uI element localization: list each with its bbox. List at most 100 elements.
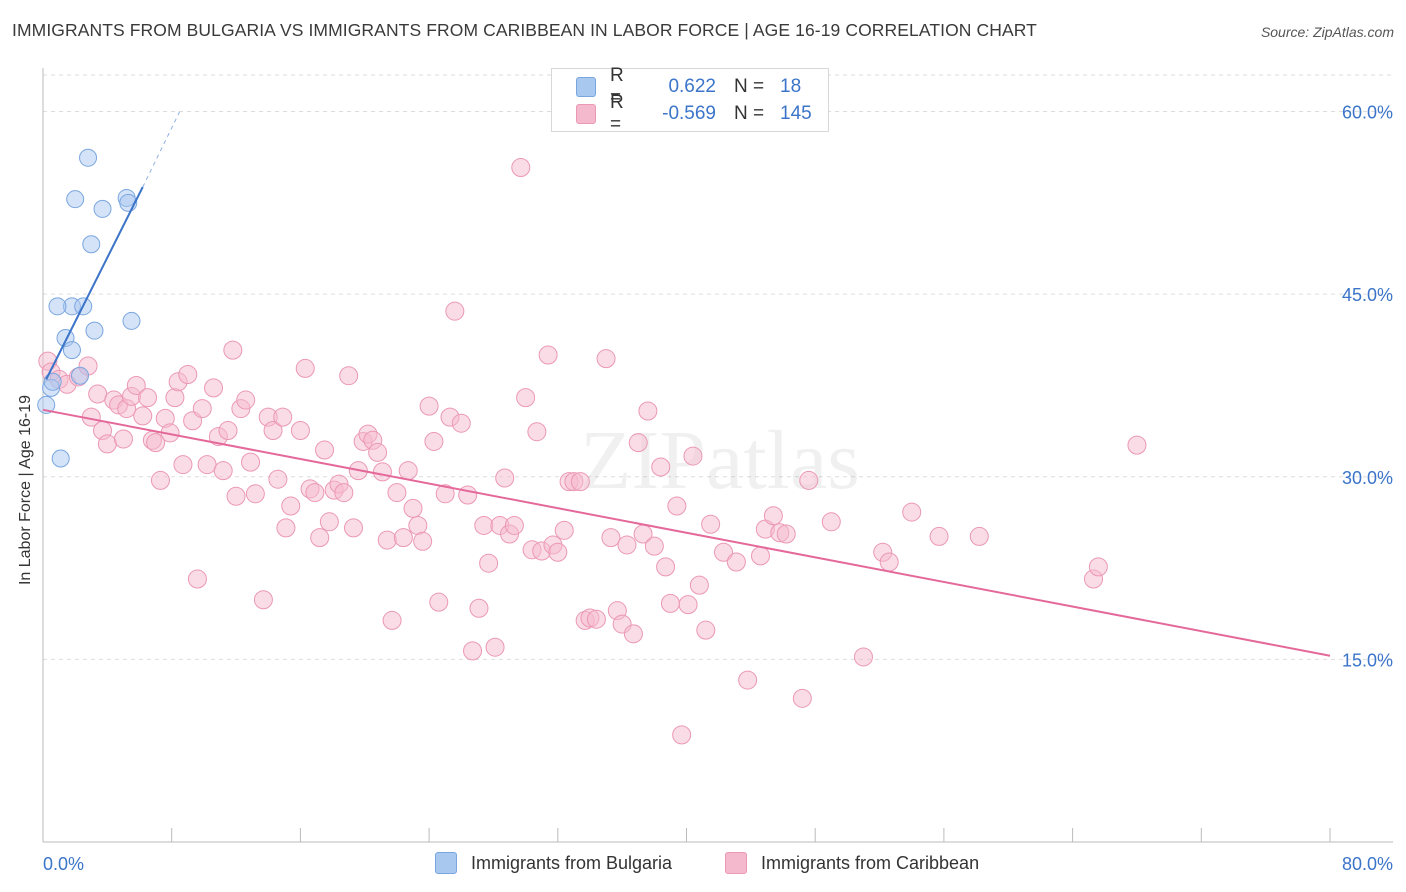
chart-title: IMMIGRANTS FROM BULGARIA VS IMMIGRANTS F… bbox=[12, 20, 1037, 40]
legend-item-bulgaria: Immigrants from Bulgaria bbox=[435, 852, 672, 874]
caribbean-point bbox=[187, 569, 207, 589]
caribbean-point bbox=[853, 647, 873, 667]
y-tick-label: 30.0% bbox=[1342, 468, 1393, 488]
caribbean-point bbox=[290, 420, 310, 440]
caribbean-point bbox=[268, 469, 288, 489]
caribbean-point bbox=[419, 396, 439, 416]
caribbean-swatch bbox=[725, 852, 747, 874]
caribbean-point bbox=[799, 470, 819, 490]
caribbean-point bbox=[263, 420, 283, 440]
bulgaria-point bbox=[48, 297, 67, 316]
bulgaria-point bbox=[62, 341, 81, 360]
caribbean-point bbox=[463, 641, 483, 661]
bulgaria-point bbox=[66, 190, 85, 209]
caribbean-point bbox=[511, 158, 531, 178]
caribbean-point bbox=[393, 528, 413, 548]
caribbean-point bbox=[408, 515, 428, 535]
bulgaria-swatch bbox=[435, 852, 457, 874]
x-min-label: 0.0% bbox=[43, 854, 84, 874]
caribbean-point bbox=[474, 515, 494, 535]
r-label: R = bbox=[610, 92, 624, 135]
caribbean-point bbox=[656, 557, 676, 577]
caribbean-point bbox=[445, 301, 465, 321]
legend-label-bulgaria: Immigrants from Bulgaria bbox=[471, 852, 673, 873]
caribbean-point bbox=[628, 433, 648, 453]
bulgaria-point bbox=[93, 199, 112, 218]
caribbean-point bbox=[192, 399, 212, 419]
caribbean-point bbox=[245, 484, 265, 504]
bulgaria-point bbox=[122, 311, 141, 330]
caribbean-point bbox=[451, 413, 471, 433]
caribbean-point bbox=[213, 461, 233, 481]
caribbean-point bbox=[197, 455, 217, 475]
caribbean-points bbox=[38, 158, 1147, 745]
r-value: -0.569 bbox=[662, 103, 716, 124]
caribbean-point bbox=[516, 388, 536, 408]
caribbean-point bbox=[281, 496, 301, 516]
bulgaria-point bbox=[37, 395, 56, 414]
legend-row-caribbean: R = -0.569 N = 145 bbox=[576, 92, 812, 135]
caribbean-point bbox=[638, 401, 658, 421]
caribbean-point bbox=[97, 434, 117, 454]
caribbean-point bbox=[738, 670, 758, 690]
caribbean-point bbox=[821, 512, 841, 532]
n-label: N = bbox=[734, 76, 765, 97]
caribbean-point bbox=[204, 378, 224, 398]
caribbean-point bbox=[776, 524, 796, 544]
caribbean-point bbox=[660, 593, 680, 613]
caribbean-point bbox=[538, 345, 558, 365]
caribbean-point bbox=[527, 422, 547, 442]
y-tick-label: 60.0% bbox=[1342, 103, 1393, 123]
caribbean-point bbox=[413, 531, 433, 551]
series-legend: Immigrants from Bulgaria Immigrants from… bbox=[0, 852, 1406, 878]
caribbean-point bbox=[339, 366, 359, 386]
caribbean-point bbox=[305, 483, 325, 503]
caribbean-point bbox=[683, 446, 703, 466]
caribbean-point bbox=[485, 637, 505, 657]
caribbean-point bbox=[554, 520, 574, 540]
caribbean-point bbox=[617, 535, 637, 555]
caribbean-point bbox=[763, 506, 783, 526]
caribbean-point bbox=[424, 431, 444, 451]
bulgaria-trend-extension bbox=[142, 111, 181, 188]
caribbean-point bbox=[226, 486, 246, 506]
caribbean-point bbox=[751, 546, 771, 566]
caribbean-point bbox=[596, 349, 616, 369]
caribbean-trend-line bbox=[42, 408, 1331, 657]
caribbean-point bbox=[126, 375, 146, 395]
caribbean-point bbox=[133, 406, 153, 426]
caribbean-point bbox=[701, 514, 721, 534]
stats-legend: R = 0.622 N = 18 R = -0.569 N = 145 bbox=[551, 65, 829, 135]
caribbean-point bbox=[273, 407, 293, 427]
bulgaria-point bbox=[82, 235, 101, 254]
caribbean-point bbox=[969, 526, 989, 546]
caribbean-point bbox=[398, 461, 418, 481]
bulgaria-point bbox=[51, 449, 70, 468]
caribbean-point bbox=[726, 552, 746, 572]
grid-lines bbox=[43, 74, 1393, 660]
watermark: ZIPatlas bbox=[580, 414, 860, 507]
caribbean-point bbox=[678, 595, 698, 615]
caribbean-point bbox=[902, 502, 922, 522]
bulgaria-point bbox=[85, 321, 104, 340]
caribbean-point bbox=[435, 484, 455, 504]
legend-label-caribbean: Immigrants from Caribbean bbox=[761, 852, 980, 873]
caribbean-point bbox=[165, 388, 185, 408]
caribbean-point bbox=[218, 420, 238, 440]
caribbean-point bbox=[382, 610, 402, 630]
caribbean-point bbox=[469, 598, 489, 618]
caribbean-point bbox=[150, 470, 170, 490]
caribbean-point bbox=[88, 384, 108, 404]
source-label: Source: ZipAtlas.com bbox=[1260, 24, 1394, 40]
r-label: R = bbox=[610, 65, 624, 108]
axes bbox=[42, 68, 1393, 843]
caribbean-point bbox=[387, 483, 407, 503]
caribbean-point bbox=[458, 485, 478, 505]
caribbean-point bbox=[178, 364, 198, 384]
caribbean-point bbox=[377, 530, 397, 550]
bulgaria-point bbox=[71, 366, 90, 385]
caribbean-point bbox=[672, 725, 692, 745]
y-tick-label: 45.0% bbox=[1342, 285, 1393, 305]
caribbean-point bbox=[429, 592, 449, 612]
